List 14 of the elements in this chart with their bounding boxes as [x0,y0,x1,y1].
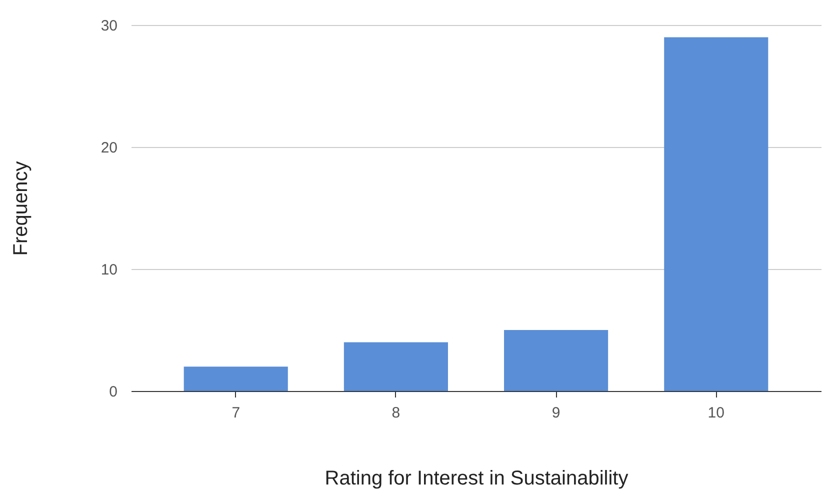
x-axis-title: Rating for Interest in Sustainability [324,468,628,490]
y-axis-title: Frequency [10,161,32,256]
x-tick-label: 10 [708,404,724,422]
x-tick-label: 9 [552,404,560,422]
x-tick-label: 7 [232,404,240,422]
bar [664,37,768,391]
bar [344,342,448,391]
y-tick-label: 0 [109,384,118,400]
y-tick-label: 20 [100,140,118,156]
bar [504,330,608,391]
y-tick-label: 30 [100,18,118,34]
bar [184,366,288,391]
x-tick-label: 8 [392,404,400,422]
y-tick-label: 10 [100,262,118,278]
